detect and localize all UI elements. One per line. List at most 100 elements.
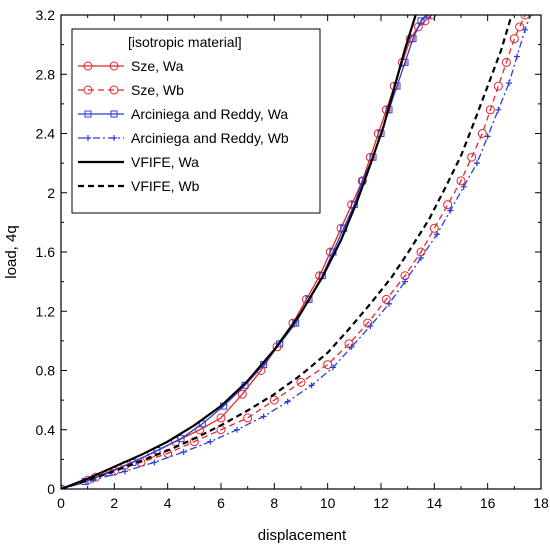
data-point-sze-wb — [363, 318, 373, 328]
y-tick-label: 0 — [47, 481, 55, 497]
data-point-arciniega-and-reddy-wb — [386, 300, 392, 307]
x-tick-label: 18 — [533, 495, 549, 511]
y-tick-label: 1.6 — [36, 244, 56, 260]
data-point-sze-wb — [243, 413, 253, 423]
data-point-arciniega-and-reddy-wb — [207, 438, 214, 445]
plot-area — [61, 15, 534, 489]
data-point-sze-wa — [427, 15, 437, 20]
legend-label-arciniega-and-reddy-wb: Arciniega and Reddy, Wb — [131, 130, 289, 146]
series-line-arciniega-and-reddy-wb — [61, 15, 531, 489]
data-point-arciniega-and-reddy-wa — [417, 17, 425, 25]
data-point-sze-wb — [477, 129, 487, 138]
data-point-arciniega-and-reddy-wb — [514, 53, 520, 60]
data-point-arciniega-and-reddy-wb — [434, 231, 440, 238]
data-point-arciniega-and-reddy-wa — [177, 435, 185, 443]
data-point-arciniega-and-reddy-wb — [348, 343, 355, 350]
data-point-arciniega-and-reddy-wb — [284, 398, 291, 405]
data-point-sze-wb — [493, 81, 503, 91]
series-line-vfife-wa — [61, 15, 417, 489]
y-tick-label: 0.4 — [36, 422, 56, 438]
legend-entry-vfife-wa: VFIFE, Wa — [78, 154, 199, 170]
series-vfife-wa — [61, 15, 417, 489]
data-point-arciniega-and-reddy-wb — [367, 323, 374, 330]
data-point-arciniega-and-reddy-wb — [527, 15, 534, 18]
series-group — [61, 15, 534, 489]
data-point-arciniega-and-reddy-wb — [506, 80, 512, 87]
y-tick-label: 2 — [47, 185, 55, 201]
data-point-arciniega-and-reddy-wb — [234, 426, 240, 433]
legend-marker-arciniega-and-reddy-wa — [84, 110, 92, 118]
data-point-arciniega-and-reddy-wb — [474, 160, 480, 167]
legend-label-vfife-wb: VFIFE, Wb — [131, 178, 200, 194]
x-tick-label: 16 — [480, 495, 496, 511]
x-tick-label: 0 — [57, 495, 65, 511]
legend-entry-arciniega-and-reddy-wa: Arciniega and Reddy, Wa — [78, 106, 288, 122]
data-point-sze-wa — [365, 152, 375, 162]
series-arciniega-and-reddy-wb — [61, 15, 534, 489]
data-point-sze-wb — [515, 22, 525, 32]
data-point-sze-wb — [501, 57, 511, 67]
data-point-arciniega-and-reddy-wb — [122, 468, 128, 475]
x-axis-label: displacement — [258, 527, 347, 544]
legend-entry-arciniega-and-reddy-wb: Arciniega and Reddy, Wb — [78, 130, 289, 146]
axes: 0 2 4 6 8 10 12 14 16 18 0 0.4 0.8 1.2 1.6 2 2.4 2.8 3.2 — [36, 7, 549, 511]
data-point-arciniega-and-reddy-wb — [495, 106, 502, 113]
legend-title: [isotropic material] — [128, 34, 242, 50]
x-tick-label: 8 — [270, 495, 278, 511]
x-tick-label: 14 — [427, 495, 443, 511]
data-point-sze-wb — [467, 152, 477, 162]
y-tick-label: 1.2 — [36, 303, 56, 319]
legend-marker-sze-wb — [83, 85, 93, 95]
y-tick-label: 0.8 — [36, 363, 56, 379]
data-point-arciniega-and-reddy-wb — [308, 382, 315, 389]
data-point-sze-wa — [373, 129, 383, 138]
data-point-arciniega-and-reddy-wb — [447, 207, 454, 214]
data-point-sze-wb — [296, 377, 306, 387]
legend-label-sze-wa: Sze, Wa — [131, 58, 184, 74]
series-line-sze-wb — [61, 15, 526, 489]
data-point-sze-wb — [485, 105, 495, 115]
data-point-arciniega-and-reddy-wb — [484, 133, 491, 140]
data-point-arciniega-and-reddy-wb — [330, 364, 336, 371]
x-tick-label: 12 — [373, 495, 389, 511]
data-point-sze-wb — [520, 15, 530, 20]
legend-entry-sze-wb: Sze, Wb — [78, 82, 184, 98]
data-point-arciniega-and-reddy-wb — [522, 26, 528, 33]
y-tick-label: 2.8 — [36, 66, 56, 82]
data-point-arciniega-and-reddy-wb — [151, 459, 158, 466]
legend-marker-sze-wb — [109, 85, 119, 95]
data-point-arciniega-and-reddy-wb — [418, 254, 424, 261]
y-tick-label: 3.2 — [36, 7, 56, 23]
data-point-sze-wb — [344, 339, 354, 349]
legend-marker-arciniega-and-reddy-wa — [110, 110, 118, 118]
legend-label-arciniega-and-reddy-wa: Arciniega and Reddy, Wa — [131, 106, 288, 122]
data-point-arciniega-and-reddy-wa — [409, 35, 417, 43]
legend-marker-arciniega-and-reddy-wb — [85, 135, 91, 141]
y-tick-label: 2.4 — [36, 126, 56, 142]
data-point-sze-wb — [323, 360, 333, 370]
data-point-sze-wb — [269, 395, 279, 405]
x-tick-label: 10 — [320, 495, 336, 511]
x-tick-label: 2 — [110, 495, 118, 511]
data-point-arciniega-and-reddy-wb — [402, 278, 408, 285]
data-point-sze-wb — [429, 223, 439, 233]
data-point-arciniega-and-reddy-wb — [260, 413, 267, 420]
legend-label-vfife-wa: VFIFE, Wa — [131, 154, 199, 170]
legend-entry-sze-wa: Sze, Wa — [78, 58, 184, 74]
data-point-sze-wb — [509, 34, 519, 44]
legend-entry-vfife-wb: VFIFE, Wb — [78, 178, 200, 194]
data-point-sze-wb — [443, 200, 453, 210]
data-point-sze-wa — [237, 389, 247, 399]
data-point-sze-wa — [216, 413, 226, 423]
legend-label-sze-wb: Sze, Wb — [131, 82, 184, 98]
data-point-arciniega-and-reddy-wa — [305, 295, 313, 303]
legend-marker-sze-wa — [83, 61, 93, 71]
data-point-arciniega-and-reddy-wb — [180, 448, 187, 455]
data-point-arciniega-and-reddy-wa — [424, 15, 432, 19]
x-tick-label: 4 — [164, 495, 172, 511]
x-tick-label: 6 — [217, 495, 225, 511]
legend-marker-arciniega-and-reddy-wb — [111, 135, 117, 141]
legend-box — [71, 28, 321, 214]
y-axis-label: load, 4q — [3, 225, 20, 278]
